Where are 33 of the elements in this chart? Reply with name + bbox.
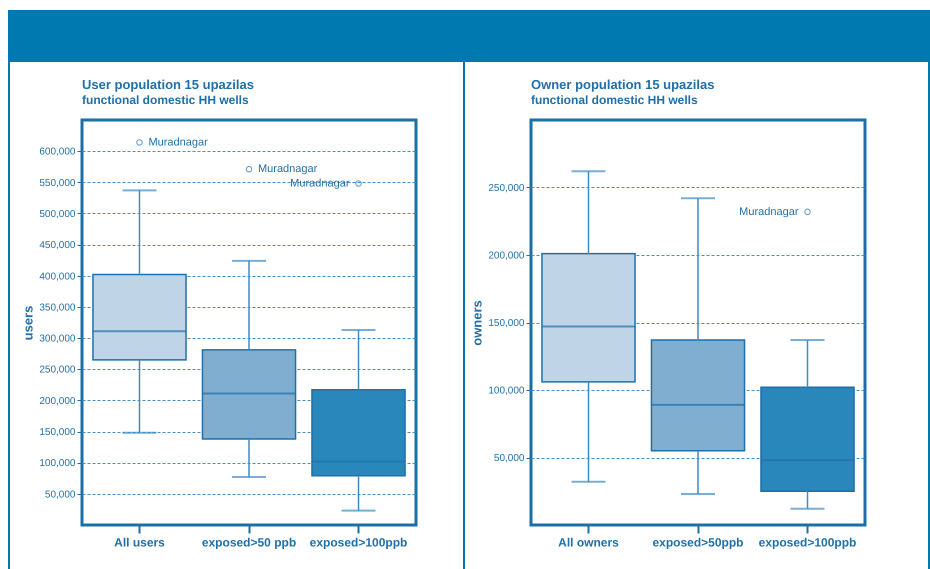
y-tick-label: 500,000 bbox=[39, 208, 76, 220]
y-tick-label: 150,000 bbox=[488, 318, 525, 329]
x-tick-label: All users bbox=[114, 536, 166, 550]
x-tick-label: All owners bbox=[558, 536, 620, 550]
chart-subtitle: functional domestic HH wells bbox=[531, 93, 698, 107]
annotation: Muradnagar bbox=[739, 206, 799, 218]
chart-subtitle: functional domestic HH wells bbox=[82, 93, 250, 107]
y-tick-label: 600,000 bbox=[39, 146, 76, 158]
y-tick-label: 550,000 bbox=[39, 178, 76, 189]
y-tick-label: 250,000 bbox=[488, 183, 525, 194]
x-tick-label: exposed>100ppb bbox=[758, 536, 856, 550]
y-tick-label: 150,000 bbox=[39, 427, 76, 438]
y-tick-label: 100,000 bbox=[39, 458, 76, 470]
y-tick-label: 100,000 bbox=[488, 386, 525, 396]
y-tick-label: 50,000 bbox=[44, 489, 76, 500]
annotation: Muradnagar bbox=[290, 178, 350, 190]
y-tick-label: 300,000 bbox=[39, 334, 76, 345]
y-tick-label: 200,000 bbox=[39, 396, 76, 407]
y-tick-label: 200,000 bbox=[488, 250, 525, 262]
y-axis-title: owners bbox=[469, 300, 484, 346]
x-tick-label: exposed>100ppb bbox=[310, 536, 408, 550]
y-tick-label: 400,000 bbox=[39, 271, 76, 282]
chart-title: Owner population 15 upazilas bbox=[531, 77, 714, 92]
annotation: Muradnagar bbox=[148, 136, 208, 148]
x-tick-label: exposed>50 ppb bbox=[202, 536, 296, 550]
x-tick-label: exposed>50ppb bbox=[652, 536, 744, 550]
y-tick-label: 450,000 bbox=[39, 240, 76, 252]
chart-title: User population 15 upazilas bbox=[82, 77, 254, 92]
y-tick-label: 350,000 bbox=[39, 302, 76, 314]
y-tick-label: 250,000 bbox=[39, 364, 76, 376]
annotation: Muradnagar bbox=[258, 163, 318, 176]
y-tick-label: 50,000 bbox=[494, 453, 525, 464]
y-axis-title: users bbox=[20, 306, 36, 340]
